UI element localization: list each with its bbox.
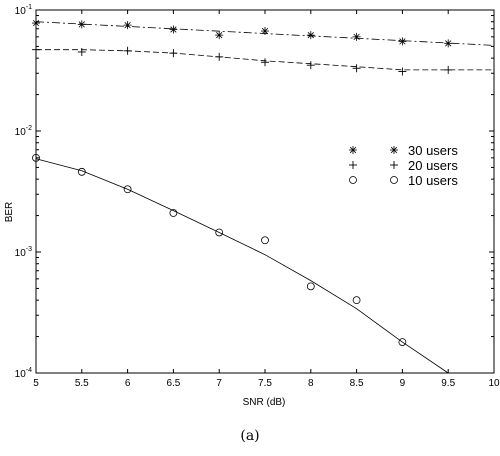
x-tick-label: 10 <box>488 378 500 389</box>
data-point-asterisk <box>444 39 453 48</box>
data-point-plus <box>398 67 407 76</box>
marker-circle <box>77 167 86 176</box>
marker-asterisk-stroke <box>353 33 360 40</box>
data-point-plus <box>261 58 269 67</box>
marker-asterisk-stroke <box>349 146 357 154</box>
data-point-asterisk <box>261 27 269 36</box>
marker-circle <box>215 228 224 237</box>
data-point-circle <box>398 338 407 347</box>
y-tick-label: 10-3 <box>15 246 32 259</box>
x-tick-label: 9.5 <box>441 378 455 389</box>
marker-asterisk-stroke <box>445 40 452 47</box>
marker-asterisk-stroke <box>390 146 398 154</box>
legend-label: 20 users <box>408 158 458 173</box>
marker-circle <box>306 282 315 291</box>
legend-label: 30 users <box>408 143 458 158</box>
x-tick-label: 7.5 <box>258 378 272 389</box>
data-point-circle <box>169 209 178 217</box>
marker-circle <box>352 296 361 305</box>
x-tick-label: 9 <box>400 378 406 389</box>
marker-circle <box>169 209 178 217</box>
data-point-plus <box>444 65 453 74</box>
marker-asterisk-stroke <box>170 26 177 33</box>
data-point-plus <box>215 52 224 61</box>
marker-asterisk-stroke <box>261 27 269 35</box>
data-point-circle <box>77 167 86 176</box>
legend-marker-circle <box>390 176 398 184</box>
data-point-circle <box>215 228 224 237</box>
plot-area: 5 5.5 6 6.5 7 7.5 8 8.5 9 9.5 10 10-4 10-3 10-2 10-1 30… <box>15 4 500 389</box>
data-point-asterisk <box>32 19 40 28</box>
marker-circle <box>390 176 398 184</box>
x-tick-label: 8.5 <box>350 378 364 389</box>
data-point-asterisk <box>215 31 224 40</box>
legend-marker-asterisk <box>390 146 398 154</box>
series-line-circle <box>35 158 449 374</box>
legend-marker-circle <box>349 176 357 184</box>
marker-asterisk-stroke <box>78 21 85 28</box>
data-point-plus <box>306 61 315 70</box>
x-tick-label: 8 <box>308 378 314 389</box>
legend-marker-asterisk <box>349 146 357 154</box>
marker-asterisk-stroke <box>32 19 40 27</box>
legend-marker-plus <box>349 161 357 169</box>
x-tick-label: 6 <box>125 378 131 389</box>
x-tick-label: 6.5 <box>166 378 180 389</box>
data-point-asterisk <box>306 31 315 40</box>
data-point-circle <box>306 282 315 291</box>
x-tick-label: 5 <box>33 378 39 389</box>
data-point-plus <box>32 45 40 54</box>
y-axis-title: BER <box>4 202 15 223</box>
marker-asterisk-stroke <box>124 22 131 29</box>
data-point-circle <box>352 296 361 305</box>
x-axis-title: SNR (dB) <box>243 397 286 408</box>
data-point-asterisk <box>352 32 361 41</box>
marker-circle <box>32 153 40 162</box>
data-point-asterisk <box>398 37 407 46</box>
data-point-asterisk <box>169 25 178 34</box>
marker-asterisk-stroke <box>216 32 223 39</box>
marker-circle <box>349 176 357 184</box>
data-point-plus <box>77 47 86 56</box>
y-tick-label: 10-1 <box>15 4 32 17</box>
marker-asterisk-stroke <box>399 38 406 45</box>
data-point-asterisk <box>77 20 86 29</box>
data-point-circle <box>261 236 269 245</box>
x-tick-label: 7 <box>216 378 222 389</box>
marker-circle <box>123 185 132 194</box>
figure-caption: (a) <box>240 428 260 444</box>
data-point-asterisk <box>123 21 132 30</box>
marker-circle <box>261 236 269 245</box>
y-tick-label: 10-4 <box>15 367 32 380</box>
x-tick-label: 5.5 <box>75 378 89 389</box>
legend-label: 10 users <box>408 173 458 188</box>
data-point-circle <box>32 153 40 162</box>
marker-circle <box>398 338 407 347</box>
data-point-plus <box>123 46 132 55</box>
data-point-plus <box>352 64 361 73</box>
data-point-circle <box>123 185 132 194</box>
data-point-plus <box>169 49 178 58</box>
y-tick-label: 10-2 <box>15 125 32 138</box>
marker-asterisk-stroke <box>307 32 314 39</box>
legend-marker-plus <box>390 161 398 169</box>
